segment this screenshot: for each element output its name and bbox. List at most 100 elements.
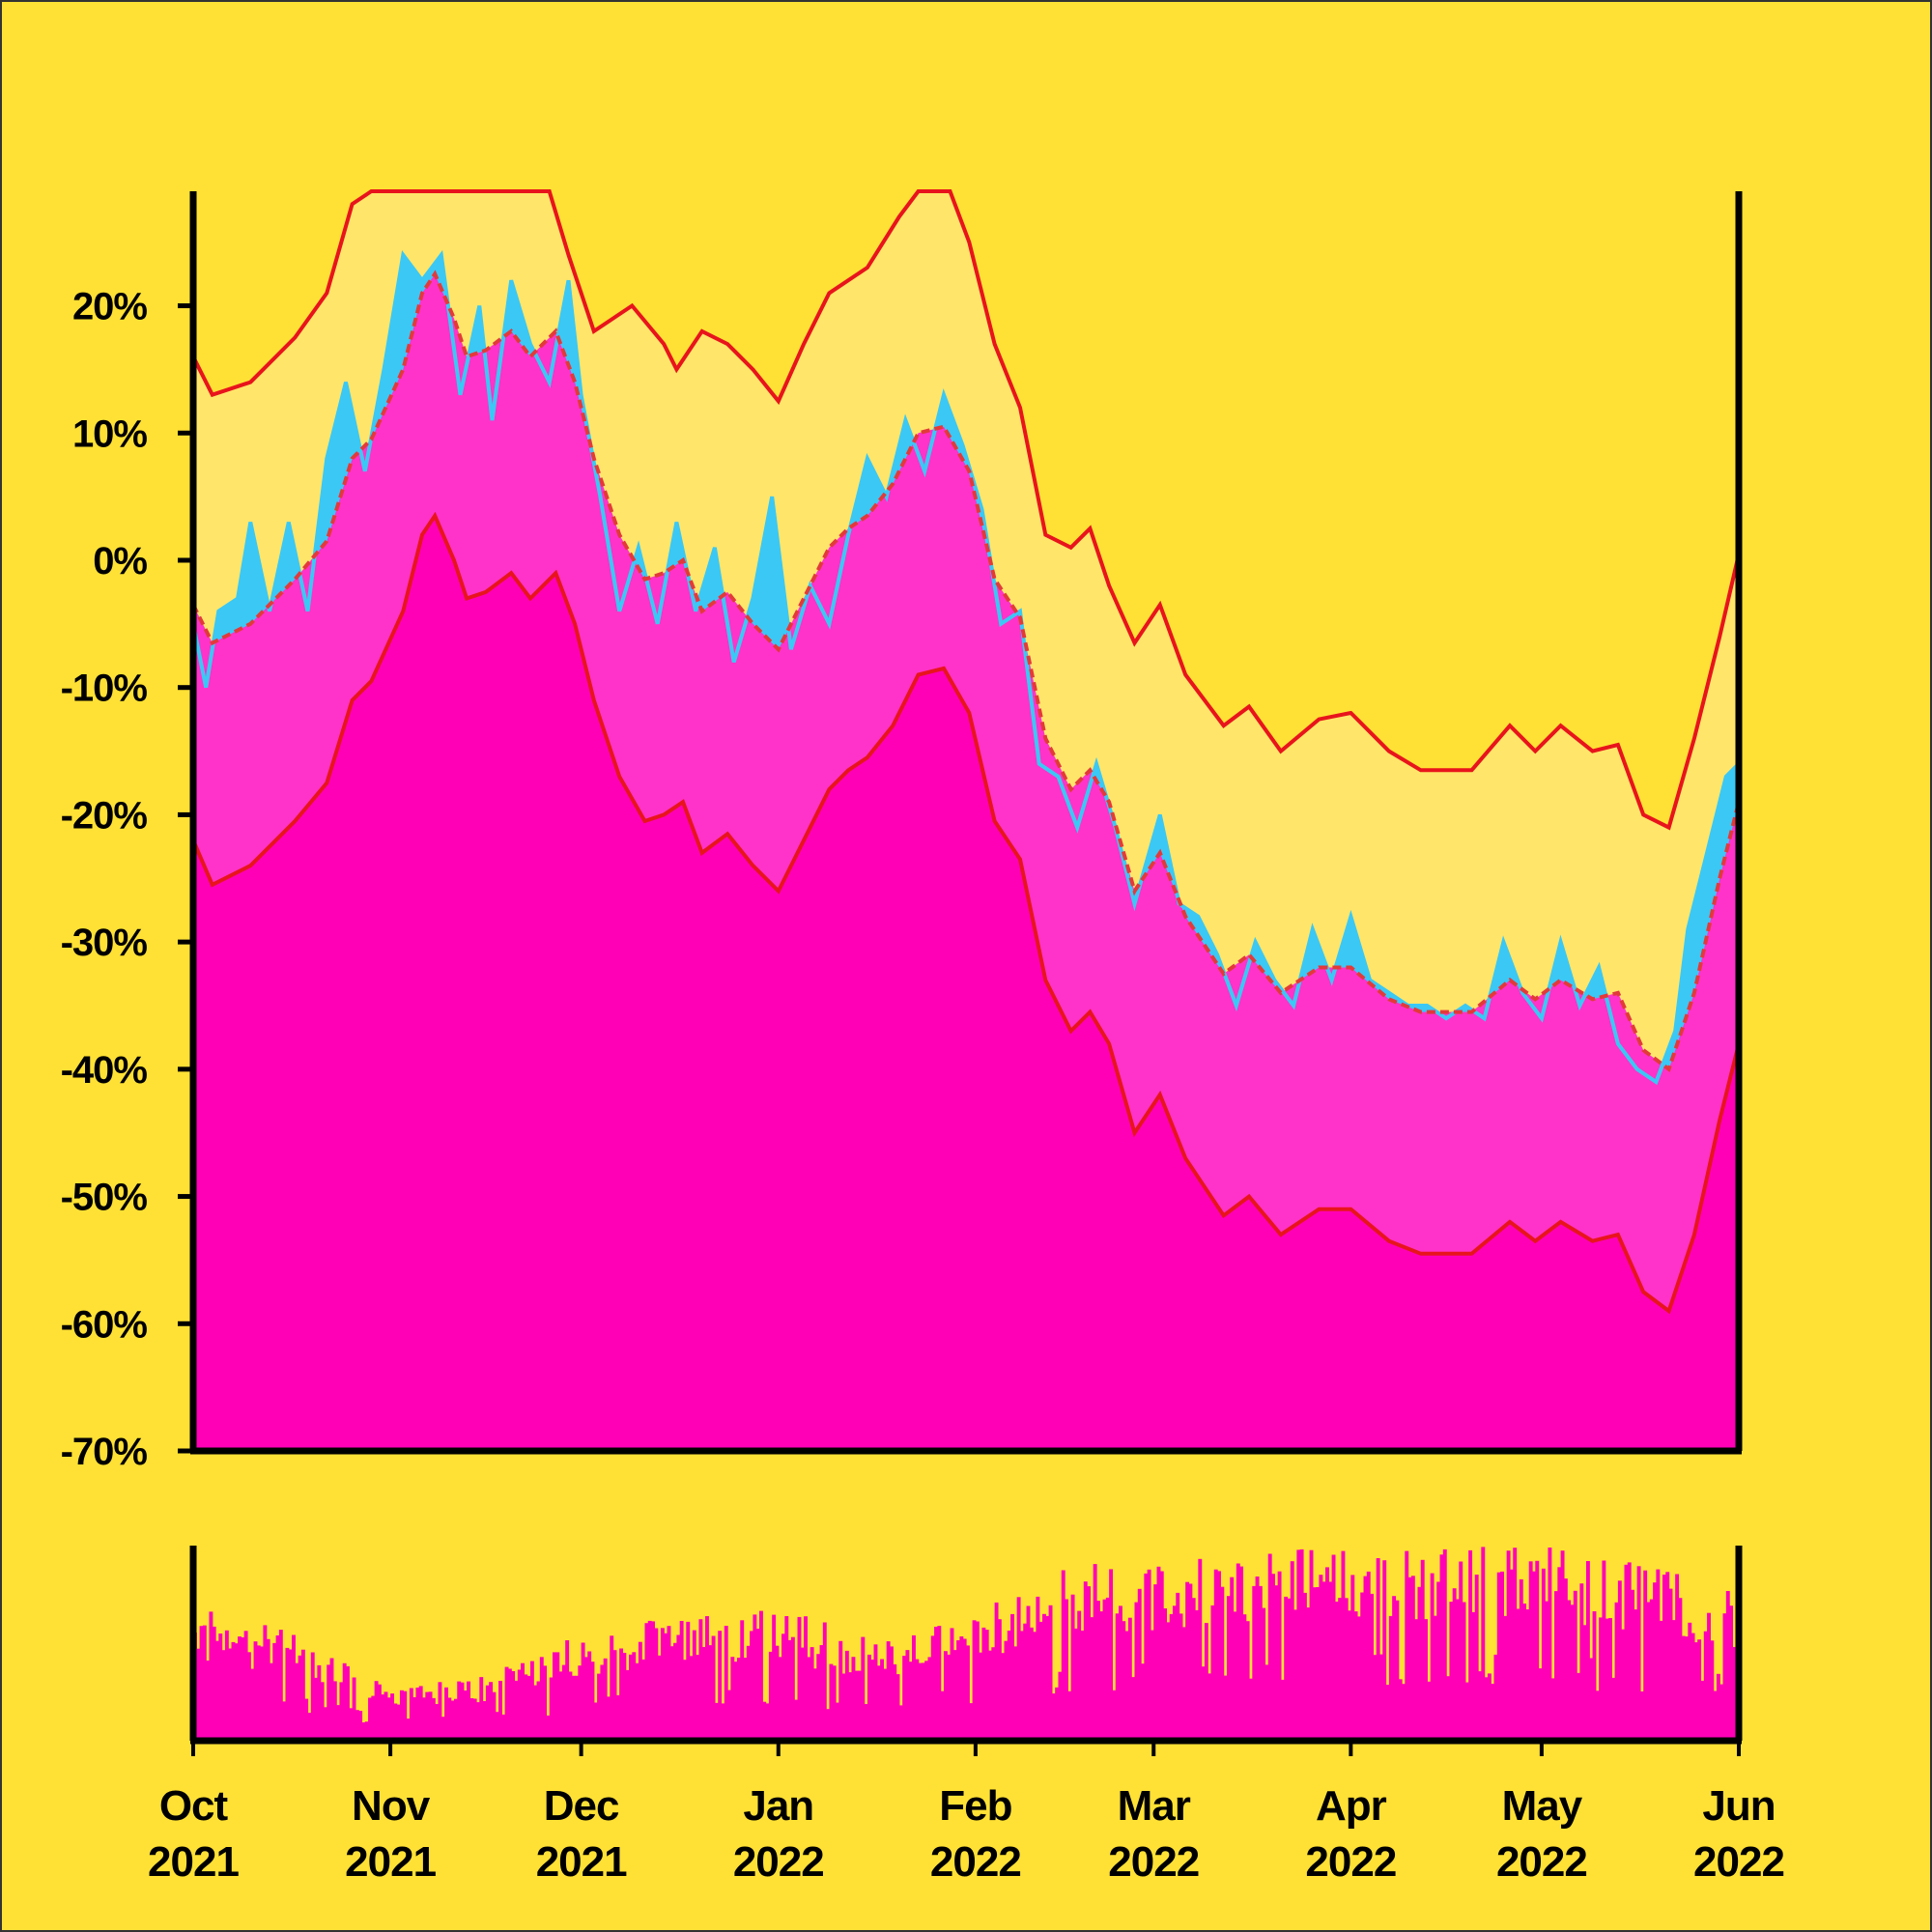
volume-bar	[1198, 1558, 1203, 1741]
volume-bar	[263, 1625, 268, 1741]
volume-bar	[612, 1650, 617, 1741]
volume-bar	[196, 1648, 201, 1741]
volume-bar	[1204, 1623, 1208, 1741]
volume-bar	[209, 1611, 213, 1741]
volume-bar	[810, 1647, 814, 1741]
volume-bar	[714, 1702, 719, 1741]
volume-bar	[632, 1652, 637, 1741]
volume-bar	[876, 1665, 881, 1741]
volume-bar	[1668, 1588, 1673, 1741]
y-tick-label: -50%	[61, 1177, 148, 1219]
volume-bar	[641, 1659, 646, 1741]
volume-bar	[1420, 1559, 1425, 1741]
volume-bar	[469, 1698, 474, 1741]
volume-bar	[902, 1656, 907, 1741]
volume-bar	[1410, 1576, 1415, 1741]
volume-bar	[1595, 1690, 1600, 1741]
volume-bar	[755, 1629, 760, 1741]
volume-bar	[403, 1690, 408, 1741]
volume-bar	[1029, 1627, 1034, 1741]
volume-bar	[718, 1631, 723, 1741]
volume-bar	[358, 1711, 363, 1741]
volume-bar	[644, 1623, 649, 1741]
volume-bar	[733, 1662, 738, 1741]
volume-bar	[730, 1657, 735, 1741]
volume-bar	[1614, 1602, 1619, 1741]
volume-bar	[1122, 1621, 1126, 1741]
volume-bar	[1573, 1590, 1577, 1741]
volume-bar	[1417, 1586, 1422, 1741]
volume-bar	[600, 1664, 605, 1741]
volume-bar	[1456, 1599, 1460, 1741]
volume-bar	[1464, 1682, 1469, 1741]
volume-bar	[1065, 1599, 1068, 1741]
volume-bar	[1496, 1572, 1501, 1741]
volume-bar	[1087, 1586, 1091, 1741]
volume-bar	[549, 1677, 554, 1741]
volume-bar	[521, 1662, 525, 1741]
volume-bar	[374, 1681, 379, 1741]
volume-bar	[692, 1630, 696, 1741]
volume-bar	[988, 1650, 992, 1741]
volume-bar	[472, 1698, 477, 1741]
volume-bar	[1481, 1547, 1486, 1741]
volume-bar	[972, 1620, 977, 1741]
volume-bar	[1541, 1568, 1546, 1741]
volume-bar	[683, 1660, 687, 1741]
volume-bar	[772, 1614, 777, 1741]
volume-bar	[1567, 1600, 1572, 1741]
volume-bar	[822, 1622, 827, 1741]
volume-bar	[952, 1650, 957, 1741]
volume-bar	[246, 1652, 251, 1741]
volume-bar	[571, 1675, 576, 1741]
volume-bar	[1631, 1589, 1634, 1741]
volume-bar	[440, 1717, 445, 1741]
volume-bar	[292, 1634, 296, 1741]
volume-bar	[1513, 1548, 1518, 1741]
y-tick-label: -20%	[61, 794, 148, 837]
volume-bar	[1210, 1605, 1215, 1741]
volume-bar	[498, 1681, 502, 1741]
volume-bar	[673, 1642, 678, 1741]
x-tick-month: Apr	[1316, 1782, 1387, 1830]
volume-bar	[476, 1702, 480, 1741]
volume-bar	[1729, 1605, 1734, 1741]
volume-bar	[898, 1705, 903, 1741]
volume-bar	[317, 1664, 322, 1741]
volume-bar	[889, 1646, 894, 1741]
volume-bar	[1471, 1611, 1476, 1741]
volume-bar	[1484, 1677, 1489, 1741]
volume-bar	[1328, 1581, 1333, 1741]
volume-bar	[1102, 1599, 1107, 1741]
volume-bar	[587, 1651, 592, 1741]
volume-bar	[1693, 1642, 1698, 1741]
volume-bar	[937, 1626, 942, 1741]
volume-bar	[1538, 1668, 1543, 1741]
volume-bar	[1252, 1585, 1257, 1741]
volume-bar	[1378, 1654, 1383, 1741]
volume-bar	[1007, 1631, 1011, 1741]
volume-bar	[1134, 1602, 1139, 1741]
volume-bar	[482, 1701, 487, 1741]
volume-bar	[781, 1634, 785, 1741]
volume-bar	[384, 1691, 388, 1741]
volume-bar	[533, 1685, 538, 1741]
volume-bar	[851, 1657, 856, 1741]
volume-bar	[812, 1668, 817, 1741]
volume-bar	[221, 1650, 226, 1741]
volume-bar	[1627, 1562, 1632, 1741]
volume-bar	[762, 1701, 767, 1741]
volume-bar	[425, 1691, 430, 1741]
volume-bar	[1602, 1560, 1606, 1741]
volume-bar	[438, 1682, 442, 1741]
volume-bar	[908, 1662, 913, 1741]
volume-bar	[654, 1628, 659, 1741]
volume-bar	[1363, 1576, 1368, 1741]
volume-bar	[1280, 1679, 1285, 1741]
volume-bar	[1624, 1564, 1629, 1741]
volume-bar	[1115, 1613, 1120, 1741]
volume-bar	[1217, 1571, 1221, 1741]
volume-bar	[1662, 1575, 1666, 1741]
volume-bar	[1013, 1646, 1018, 1741]
volume-bar	[1061, 1570, 1065, 1741]
